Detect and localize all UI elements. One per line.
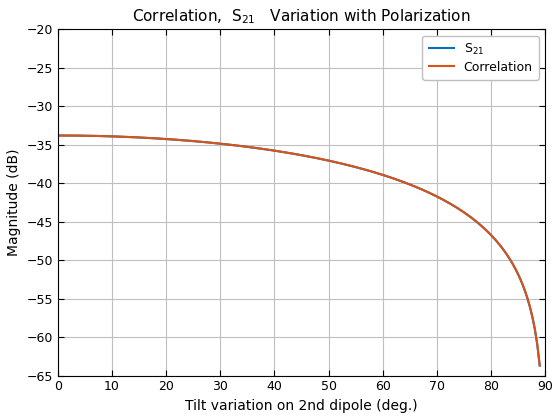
Y-axis label: Magnitude (dB): Magnitude (dB): [7, 149, 21, 256]
Correlation: [74, 133, 81, 138]
$\mathregular{S_{21}}$: [54, 133, 61, 138]
$\mathregular{S_{21}}$: [74, 133, 81, 138]
Correlation: [83, 133, 90, 138]
$\mathregular{S_{21}}$: [183, 138, 189, 143]
$\mathregular{S_{21}}$: [536, 363, 543, 368]
$\mathregular{S_{21}}$: [495, 241, 502, 246]
$\mathregular{S_{21}}$: [144, 135, 151, 140]
Correlation: [183, 138, 189, 143]
Correlation: [54, 133, 61, 138]
Title: Correlation,  $\mathregular{S_{21}}$   Variation with Polarization: Correlation, $\mathregular{S_{21}}$ Vari…: [132, 7, 471, 26]
Line: $\mathregular{S_{21}}$: $\mathregular{S_{21}}$: [58, 136, 540, 365]
Correlation: [144, 135, 151, 140]
Correlation: [536, 363, 543, 368]
Legend: $\mathregular{S_{21}}$, Correlation: $\mathregular{S_{21}}$, Correlation: [422, 36, 539, 80]
Line: Correlation: Correlation: [58, 136, 540, 365]
$\mathregular{S_{21}}$: [512, 267, 519, 272]
Correlation: [495, 241, 502, 246]
$\mathregular{S_{21}}$: [83, 133, 90, 138]
X-axis label: Tilt variation on 2nd dipole (deg.): Tilt variation on 2nd dipole (deg.): [185, 399, 418, 413]
Correlation: [512, 267, 519, 272]
